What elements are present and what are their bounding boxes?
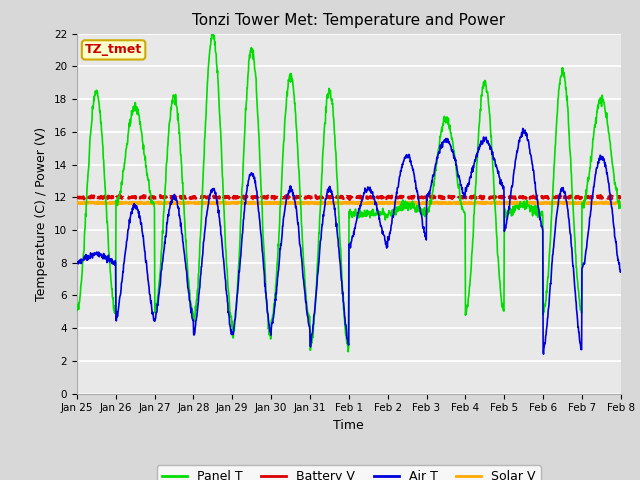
Y-axis label: Temperature (C) / Power (V): Temperature (C) / Power (V) <box>35 127 48 300</box>
Title: Tonzi Tower Met: Temperature and Power: Tonzi Tower Met: Temperature and Power <box>192 13 506 28</box>
Legend: Panel T, Battery V, Air T, Solar V: Panel T, Battery V, Air T, Solar V <box>157 465 541 480</box>
Text: TZ_tmet: TZ_tmet <box>85 43 142 56</box>
X-axis label: Time: Time <box>333 419 364 432</box>
